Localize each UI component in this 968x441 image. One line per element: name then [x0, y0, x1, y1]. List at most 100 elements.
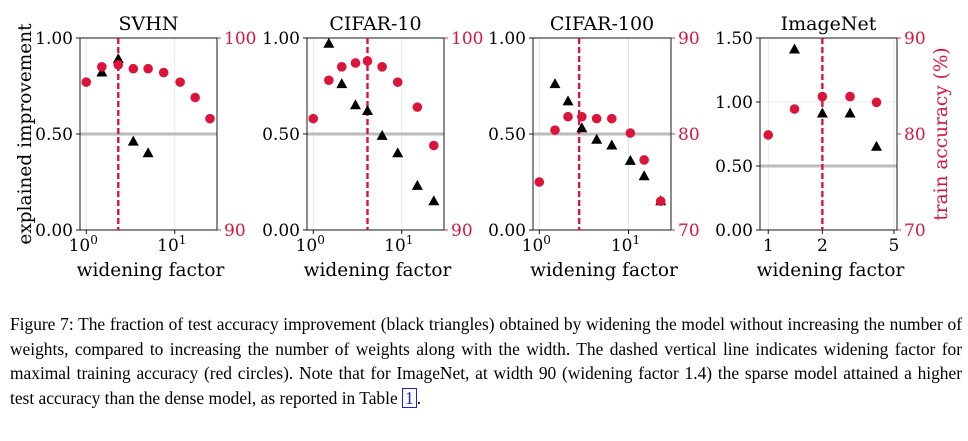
- circle-point: [308, 113, 319, 124]
- y-tick-label: 1.00: [262, 29, 300, 49]
- triangle-point: [127, 135, 139, 146]
- y2-tick-label: 80: [904, 125, 926, 145]
- circle-point: [639, 155, 649, 165]
- x-axis-label: widening factor: [304, 260, 452, 281]
- x-axis-label: widening factor: [757, 260, 905, 281]
- panel-imagenet: 0.00 0.50 1.00 1.50 70 80 90 1 2 5 ImageNet widenin…: [715, 13, 926, 281]
- y-tick-label: 0.00: [262, 221, 300, 241]
- circle-point: [350, 58, 361, 68]
- y2-tick-label: 90: [451, 221, 473, 241]
- circle-point: [591, 113, 602, 124]
- triangle-point: [562, 95, 574, 106]
- y2-tick-label: 100: [451, 29, 483, 49]
- y2-tick-label: 100: [224, 29, 256, 49]
- triangle-point: [591, 133, 603, 144]
- triangle-point: [428, 195, 440, 206]
- caption-text: The fraction of test accuracy improvemen…: [10, 314, 962, 408]
- triangle-point: [376, 129, 388, 140]
- circle-point: [412, 102, 423, 112]
- x-tick-label: 100: [522, 233, 551, 256]
- y2-tick-label: 90: [224, 221, 246, 241]
- circle-point: [534, 177, 545, 187]
- panel-cifar-100: 0.00 0.50 1.00 70 80 90 100 101 CIFAR-100 widenin…: [488, 13, 700, 281]
- triangle-point: [142, 147, 154, 158]
- y-tick-label: 0.50: [715, 157, 753, 177]
- circle-point: [190, 92, 200, 103]
- x-axis-label: widening factor: [530, 260, 678, 281]
- x-tick-label: 100: [69, 233, 98, 256]
- panel-title: SVHN: [119, 13, 179, 35]
- table-reference-link[interactable]: 1: [402, 387, 417, 408]
- triangle-point: [816, 107, 828, 118]
- circle-point: [113, 60, 124, 70]
- y-tick-label: 0.00: [35, 221, 73, 241]
- triangle-point: [871, 140, 883, 151]
- triangle-point: [576, 122, 588, 133]
- circle-point: [377, 62, 387, 72]
- circle-point: [563, 111, 573, 122]
- x-tick-label: 100: [296, 233, 325, 256]
- x-axis-label: widening factor: [77, 260, 225, 281]
- circle-point: [97, 62, 107, 72]
- circle-point: [625, 128, 636, 138]
- circle-point: [128, 63, 139, 74]
- triangle-point: [336, 78, 348, 89]
- y2-tick-label: 90: [678, 29, 700, 49]
- triangle-point: [549, 78, 561, 89]
- circle-point: [392, 77, 403, 87]
- triangle-point: [789, 43, 801, 54]
- circle-point: [362, 56, 373, 66]
- x-tick-label: 101: [611, 233, 640, 256]
- circle-point: [845, 91, 855, 102]
- y2-tick-label: 70: [678, 221, 700, 241]
- triangle-point: [624, 154, 636, 165]
- circle-point: [871, 97, 882, 108]
- circle-point: [577, 111, 587, 122]
- y2-tick-label: 80: [678, 125, 700, 145]
- x-tick-label: 101: [384, 233, 413, 256]
- triangle-point: [349, 99, 361, 110]
- panel-svhn: 0.00 0.50 1.00 90 100 100 101 SVHN widening fact…: [35, 13, 256, 281]
- circle-point: [158, 67, 169, 78]
- panel-title: CIFAR-10: [329, 13, 421, 35]
- triangle-point: [361, 104, 373, 115]
- y2-tick-label: 90: [904, 29, 926, 49]
- circle-point: [143, 63, 153, 74]
- triangle-point: [411, 179, 423, 190]
- y-tick-label: 0.50: [262, 125, 300, 145]
- circle-point: [655, 196, 666, 206]
- circle-point: [81, 77, 92, 87]
- circle-point: [550, 125, 560, 135]
- right-axis-label: train accuracy (%): [931, 47, 952, 220]
- triangle-point: [392, 147, 404, 158]
- triangle-point: [323, 37, 335, 48]
- triangle-point: [844, 107, 856, 118]
- y-tick-label: 0.00: [488, 221, 526, 241]
- circle-point: [336, 62, 347, 72]
- caption-end: .: [416, 387, 422, 408]
- circle-point: [175, 77, 185, 87]
- y-tick-label: 1.50: [715, 29, 753, 49]
- triangle-point: [638, 170, 650, 181]
- y-tick-label: 0.50: [488, 125, 526, 145]
- left-axis-label: explained improvement: [15, 23, 36, 245]
- y-tick-label: 1.00: [715, 93, 753, 113]
- circle-point: [817, 91, 828, 102]
- circle-point: [324, 75, 334, 86]
- triangle-point: [112, 53, 124, 64]
- panel-title: ImageNet: [781, 13, 877, 35]
- figure-caption: Figure 7: The fraction of test accuracy …: [10, 312, 962, 410]
- y-tick-label: 0.50: [35, 125, 73, 145]
- circle-point: [606, 113, 617, 124]
- circle-point: [428, 140, 439, 151]
- triangle-point: [606, 139, 618, 150]
- y-tick-label: 1.00: [35, 29, 73, 49]
- caption-label: Figure 7:: [10, 314, 74, 334]
- y-tick-label: 1.00: [488, 29, 526, 49]
- circle-point: [789, 104, 800, 114]
- panel-title: CIFAR-100: [550, 13, 654, 35]
- plot-frame: [759, 37, 898, 231]
- y-tick-label: 0.00: [715, 221, 753, 241]
- x-tick-label: 2: [817, 236, 828, 256]
- circle-point: [763, 130, 774, 140]
